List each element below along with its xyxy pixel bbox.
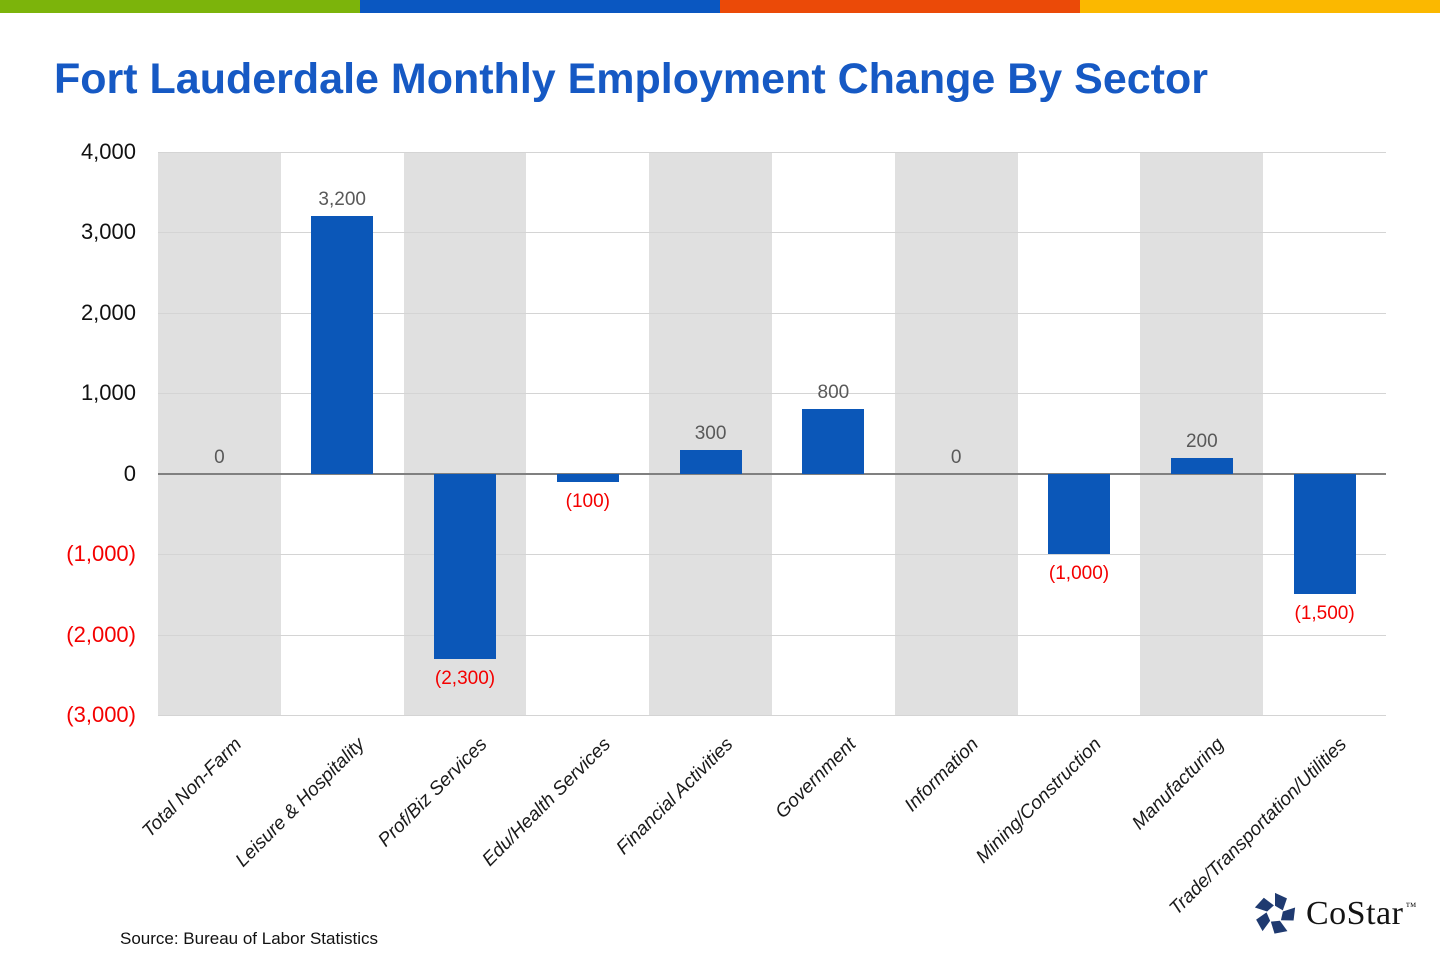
y-tick-label: 3,000 xyxy=(80,219,136,245)
pinwheel-petal xyxy=(1254,897,1274,912)
y-tick-label: 2,000 xyxy=(80,299,136,325)
trademark-symbol: ™ xyxy=(1405,901,1417,913)
gridline xyxy=(158,634,1386,636)
value-label: (2,300) xyxy=(434,667,496,689)
x-category-label: Financial Activities xyxy=(612,734,738,859)
x-category-label: Government xyxy=(771,734,861,823)
y-tick-label: 1,000 xyxy=(80,380,136,406)
costar-logo: CoStar ™ xyxy=(1252,891,1416,937)
costar-logo-text: CoStar ™ xyxy=(1306,895,1417,932)
bar-positive xyxy=(311,216,374,474)
costar-pinwheel-icon xyxy=(1254,892,1296,934)
value-label: 0 xyxy=(214,446,225,468)
bar-negative xyxy=(1048,473,1110,555)
gridline xyxy=(158,312,1386,314)
value-label: 0 xyxy=(950,446,962,468)
x-category-label: Mining/Construction xyxy=(972,734,1106,868)
y-tick-label: (2,000) xyxy=(66,621,136,647)
strip-segment-yellow xyxy=(1080,0,1440,13)
y-tick-label: 0 xyxy=(123,460,136,486)
gridline xyxy=(158,554,1386,556)
bar-positive xyxy=(679,449,742,474)
bar-negative xyxy=(434,473,496,659)
column-band xyxy=(649,152,772,715)
value-label: 800 xyxy=(817,382,850,404)
y-tick-label: (1,000) xyxy=(66,541,136,567)
bar-positive xyxy=(1170,457,1233,474)
column-band xyxy=(894,152,1018,715)
strip-segment-green xyxy=(0,0,360,13)
pinwheel-petal xyxy=(1270,920,1288,934)
x-category-label: Manufacturing xyxy=(1128,734,1229,834)
gridline xyxy=(158,393,1386,395)
value-label: (100) xyxy=(565,490,610,512)
gridline xyxy=(158,232,1386,234)
x-category-label: Total Non-Farm xyxy=(138,734,247,842)
x-category-label: Edu/Health Services xyxy=(478,734,615,871)
strip-segment-blue xyxy=(360,0,720,13)
value-label: (1,500) xyxy=(1294,603,1355,625)
value-label: (1,000) xyxy=(1048,563,1110,585)
pinwheel-petal xyxy=(1275,892,1287,911)
bar-negative xyxy=(1293,473,1356,595)
bar-negative xyxy=(556,473,619,482)
zero-axis-line xyxy=(158,472,1386,475)
source-note: Source: Bureau of Labor Statistics xyxy=(120,929,378,948)
value-label: 3,200 xyxy=(318,189,366,211)
column-band xyxy=(1140,152,1264,715)
brand-color-strip xyxy=(0,0,1440,13)
chart-title: Fort Lauderdale Monthly Employment Chang… xyxy=(54,55,1208,103)
pinwheel-petal xyxy=(1280,907,1296,921)
x-category-label: Information xyxy=(900,734,984,817)
value-label: 200 xyxy=(1185,430,1218,452)
y-tick-label: 4,000 xyxy=(80,139,136,164)
pinwheel-petal xyxy=(1256,912,1271,932)
value-label: 300 xyxy=(694,422,727,444)
gridline xyxy=(158,715,1386,716)
x-category-label: Leisure & Hospitality xyxy=(231,734,370,872)
x-category-label: Prof/Biz Services xyxy=(374,734,492,852)
bar-positive xyxy=(802,409,865,474)
strip-segment-orange xyxy=(720,0,1080,13)
column-band xyxy=(158,152,281,715)
plot-area: 0 3,200 (2,300) (100) 300 800 0 (1,000) 200 (1,50… xyxy=(158,152,1386,716)
gridline xyxy=(158,152,1386,153)
y-tick-label: (3,000) xyxy=(66,702,136,727)
